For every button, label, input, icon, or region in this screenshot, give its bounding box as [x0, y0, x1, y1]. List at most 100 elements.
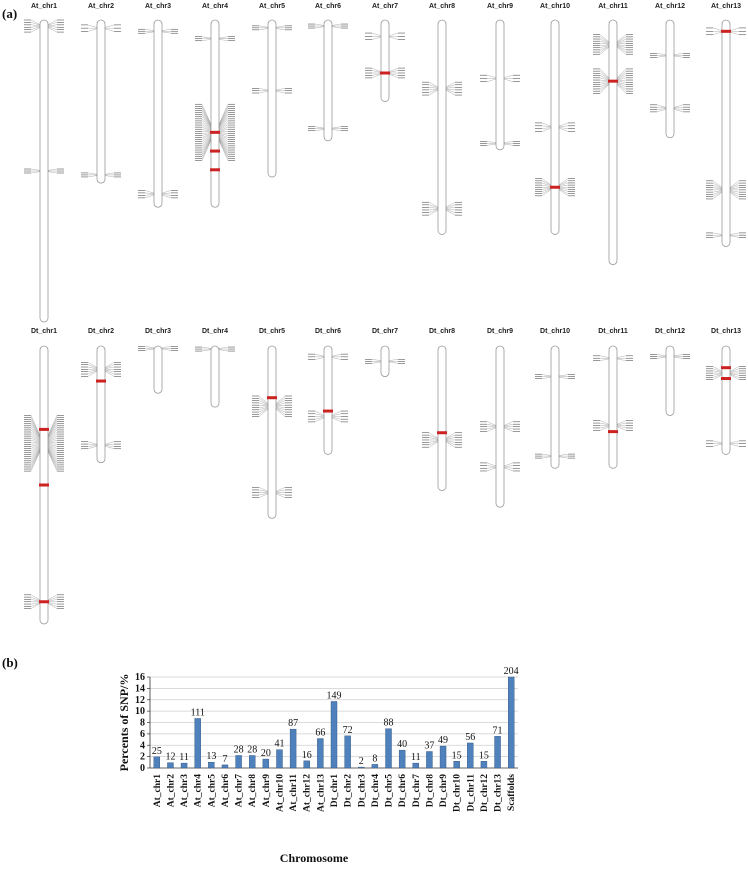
- connector-line: [218, 36, 229, 39]
- x-tick-label: At_chr13: [316, 774, 326, 812]
- connector-line: [503, 78, 514, 82]
- connector-line: [486, 141, 497, 143]
- chromosome-bar: [721, 19, 731, 247]
- bar: [330, 701, 338, 769]
- connector-line: [161, 346, 172, 348]
- connector-line: [218, 112, 229, 127]
- connector-line: [218, 134, 229, 140]
- connector-line: [486, 427, 497, 432]
- connector-line: [104, 441, 115, 445]
- connector-line: [258, 398, 269, 405]
- chromosome-bar: [210, 345, 220, 408]
- connector-line: [201, 112, 212, 127]
- snp-highlight: [210, 149, 220, 153]
- connector-line: [673, 109, 684, 113]
- data-label: 11: [179, 752, 189, 763]
- chromosome-bar: [267, 345, 277, 519]
- data-label: 11: [411, 752, 421, 763]
- connector-line: [201, 346, 212, 349]
- chromosome-bar: [39, 19, 49, 323]
- connector-line: [428, 89, 439, 93]
- chromosome-title: At_chr8: [429, 3, 455, 10]
- panel-a-label: (a): [2, 6, 18, 21]
- snp-highlight: [267, 396, 277, 400]
- chromosome-title: Dt_chr12: [655, 328, 685, 335]
- connector-line: [541, 127, 552, 132]
- connector-line: [47, 448, 58, 463]
- snp-highlight: [210, 168, 220, 172]
- connector-line: [558, 374, 569, 377]
- bar: [344, 735, 351, 769]
- connector-line: [486, 465, 497, 467]
- connector-line: [275, 406, 286, 408]
- connector-line: [486, 78, 497, 82]
- connector-line: [201, 136, 212, 149]
- connector-line: [47, 415, 58, 436]
- connector-line: [161, 348, 172, 351]
- bar: [289, 728, 297, 769]
- connector-line: [47, 440, 58, 443]
- data-label: 72: [343, 725, 353, 736]
- chromosome-bar: [210, 19, 220, 208]
- connector-line: [30, 168, 41, 171]
- data-label: 13: [206, 751, 216, 762]
- connector-line: [201, 122, 212, 130]
- connector-line: [30, 415, 41, 436]
- bar: [276, 749, 283, 769]
- connector-line: [599, 83, 610, 90]
- connector-line: [371, 32, 382, 36]
- x-tick-label: Dt_chr1: [330, 774, 340, 807]
- chromosome-title: At_chr12: [655, 3, 685, 10]
- connector-line: [599, 358, 610, 361]
- connector-line: [558, 184, 569, 187]
- connector-line: [616, 358, 627, 361]
- connector-line: [486, 75, 497, 78]
- connector-line: [599, 43, 610, 45]
- connector-line: [258, 28, 269, 31]
- connector-line: [275, 395, 286, 404]
- connector-line: [712, 374, 723, 380]
- chromosome-bar: [550, 19, 560, 235]
- connector-line: [314, 353, 325, 357]
- bar: [385, 728, 392, 769]
- bar: [180, 762, 188, 769]
- connector-line: [87, 369, 98, 372]
- connector-line: [258, 408, 269, 415]
- connector-line: [201, 108, 212, 126]
- connector-line: [218, 118, 229, 129]
- connector-line: [331, 26, 342, 29]
- connector-line: [314, 357, 325, 360]
- connector-line: [275, 88, 286, 91]
- connector-line: [218, 129, 229, 132]
- x-tick-label: At_chr7: [235, 774, 245, 807]
- snp-highlight: [721, 29, 731, 33]
- connector-line: [616, 46, 627, 53]
- connector-line: [47, 443, 58, 445]
- connector-line: [616, 426, 627, 431]
- connector-line: [616, 43, 627, 45]
- connector-line: [201, 349, 212, 352]
- y-tick-label: 6: [140, 729, 145, 740]
- snp-highlight: [608, 79, 618, 83]
- snp-highlight: [721, 377, 731, 381]
- connector-line: [541, 122, 552, 127]
- connector-line: [445, 202, 456, 208]
- connector-line: [388, 36, 399, 40]
- x-tick-label: Dt_chr2: [344, 774, 354, 807]
- connector-line: [428, 441, 439, 448]
- connector-line: [30, 438, 41, 442]
- connector-line: [599, 79, 610, 82]
- connector-line: [729, 235, 740, 238]
- connector-line: [599, 34, 610, 42]
- connector-line: [218, 106, 229, 125]
- connector-line: [712, 185, 723, 189]
- connector-line: [47, 594, 58, 601]
- chromosome-bar: [608, 19, 618, 266]
- connector-line: [87, 371, 98, 377]
- connector-line: [275, 402, 286, 406]
- connector-line: [541, 188, 552, 194]
- data-label: 111: [191, 707, 205, 718]
- connector-line: [599, 426, 610, 431]
- x-tick-label: At_chr11: [289, 774, 299, 812]
- connector-line: [599, 422, 610, 426]
